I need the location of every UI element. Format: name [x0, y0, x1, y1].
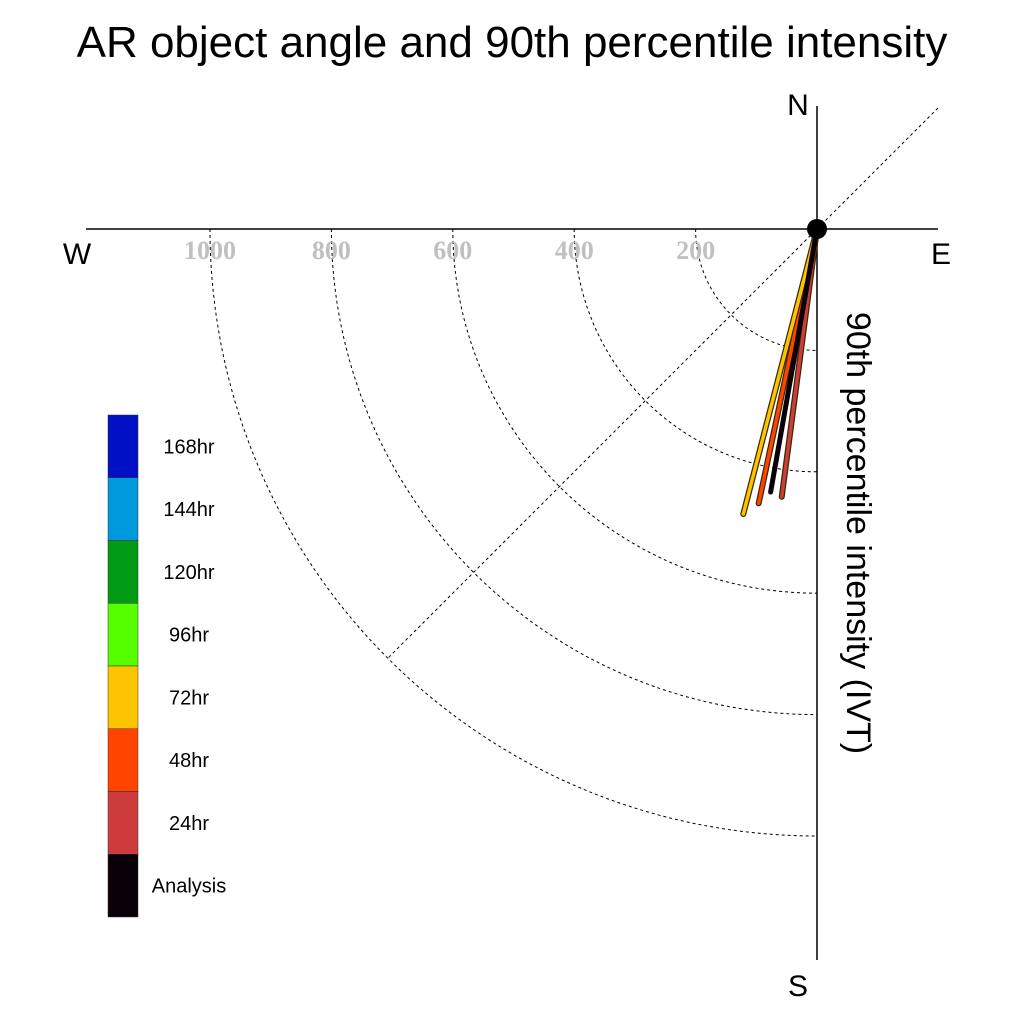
grid-ring-400	[573, 228, 818, 473]
diagonal-guide-line	[387, 107, 939, 659]
legend-swatch-analysis	[107, 854, 139, 918]
legend-label-24hr: 24hr	[169, 813, 209, 835]
legend-swatch-96hr	[107, 603, 139, 667]
tick-label-1000: 1000	[184, 236, 236, 265]
vector-analysis	[768, 226, 820, 495]
grid-ring-600	[452, 228, 818, 594]
tick-label-400: 400	[555, 236, 594, 265]
tick-label-200: 200	[676, 236, 715, 265]
compass-east-label: E	[931, 238, 951, 271]
vector-72hr	[741, 227, 819, 516]
compass-west-label: W	[63, 238, 92, 271]
tick-label-600: 600	[433, 236, 472, 265]
legend-label-72hr: 72hr	[169, 687, 209, 709]
grid-ring-1000	[209, 228, 818, 837]
compass-north-label: N	[787, 89, 809, 122]
polar-grid	[209, 107, 939, 837]
legend-label-144hr: 144hr	[163, 499, 214, 521]
radial-axis-title: 90th percentile intensity (IVT)	[839, 312, 877, 754]
origin-marker	[807, 219, 827, 239]
legend-label-analysis: Analysis	[152, 876, 226, 898]
legend-label-48hr: 48hr	[169, 750, 209, 772]
legend-label-96hr: 96hr	[169, 625, 209, 647]
legend-label-120hr: 120hr	[163, 562, 214, 584]
vector-series-group	[740, 226, 820, 518]
legend-swatch-24hr	[107, 791, 139, 855]
tick-label-800: 800	[312, 236, 351, 265]
compass-south-label: S	[788, 970, 808, 1003]
legend-swatch-48hr	[107, 728, 139, 792]
radial-tick-labels: 200 400 600 800 1000	[184, 236, 715, 265]
legend-swatch-120hr	[107, 540, 139, 604]
legend-label-168hr: 168hr	[163, 436, 214, 458]
legend: 168hr 144hr 120hr 96hr 72hr 48hr 24hr Analysis	[107, 414, 226, 918]
legend-swatch-72hr	[107, 665, 139, 729]
legend-swatch-168hr	[107, 414, 139, 478]
grid-ring-800	[330, 228, 818, 716]
chart-title: AR object angle and 90th percentile inte…	[77, 18, 948, 67]
legend-swatch-144hr	[107, 477, 139, 541]
